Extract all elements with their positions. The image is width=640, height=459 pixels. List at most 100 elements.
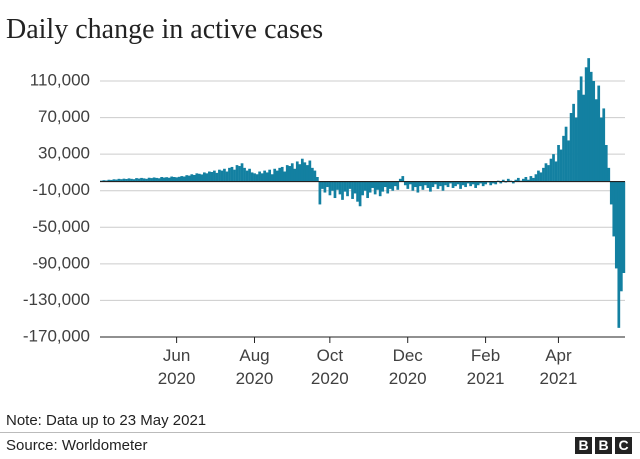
bar: [366, 181, 369, 199]
bar: [197, 173, 201, 182]
bar: [300, 158, 304, 182]
bar: [132, 179, 136, 182]
bar: [574, 117, 578, 182]
bar: [491, 181, 495, 184]
bar: [466, 181, 470, 184]
bar: [150, 178, 153, 182]
bar: [258, 171, 261, 182]
bar: [336, 181, 339, 190]
x-tick-label: Oct 2020: [310, 346, 349, 388]
bar: [115, 179, 118, 182]
bar: [361, 181, 364, 196]
bar: [162, 177, 166, 182]
bar: [567, 140, 570, 182]
bar: [604, 145, 608, 182]
bar: [484, 181, 488, 185]
bar: [155, 177, 158, 182]
bar: [140, 177, 143, 182]
bar: [290, 163, 294, 182]
bar: [559, 149, 563, 182]
logo: B B C: [575, 437, 632, 454]
x-tick-label: Feb 2021: [466, 346, 505, 388]
bar: [182, 176, 186, 182]
bar: [441, 181, 445, 191]
bar: [127, 178, 131, 182]
bar: [529, 176, 533, 182]
bar: [454, 181, 457, 187]
bar: [413, 181, 417, 188]
x-tick-label: Dec 2020: [388, 346, 427, 388]
bar: [285, 165, 289, 182]
bar: [471, 181, 475, 185]
y-tick-label: -130,000: [23, 290, 90, 309]
bar: [313, 170, 317, 182]
bar: [501, 179, 505, 182]
bar: [549, 158, 553, 182]
bar: [426, 181, 430, 188]
bar: [280, 166, 284, 182]
bar: [117, 178, 121, 182]
y-tick-label: -10,000: [32, 180, 90, 199]
bar: [584, 67, 588, 182]
bar: [288, 166, 292, 182]
bar: [599, 117, 603, 182]
bar: [333, 181, 337, 199]
bar: [283, 171, 287, 182]
bar: [602, 108, 606, 182]
bar: [130, 178, 133, 182]
bar: [383, 181, 387, 188]
bar: [311, 167, 314, 182]
bar: [363, 181, 367, 191]
bar: [238, 166, 241, 182]
bar: [378, 181, 382, 197]
bar: [456, 181, 460, 185]
bar: [187, 175, 191, 182]
bar: [112, 179, 116, 182]
bar: [614, 181, 618, 269]
bar: [572, 103, 575, 182]
bar: [240, 163, 244, 182]
bar: [373, 181, 377, 195]
bar: [424, 181, 427, 186]
bar: [268, 169, 272, 182]
bar: [195, 173, 199, 182]
bar: [612, 181, 616, 237]
bar: [479, 181, 483, 184]
bar: [145, 178, 148, 182]
bar: [547, 165, 550, 182]
bar: [273, 168, 277, 182]
bar: [348, 181, 352, 189]
bar: [499, 181, 503, 184]
x-tick-label: Apr 2021: [539, 346, 578, 388]
bar: [190, 174, 194, 182]
bar: [358, 181, 362, 207]
bar: [391, 181, 395, 191]
y-tick-label: -90,000: [32, 253, 90, 272]
bar: [597, 85, 601, 182]
bar: [253, 173, 256, 182]
bar: [582, 94, 586, 182]
bar: [393, 181, 397, 187]
bar: [351, 181, 354, 199]
bar: [353, 181, 357, 194]
bar: [110, 179, 113, 182]
bar: [170, 176, 174, 182]
x-tick-label: Aug 2020: [235, 346, 274, 388]
bar: [102, 180, 106, 182]
bar: [228, 167, 231, 182]
bar: [494, 181, 498, 185]
logo-letter: B: [595, 437, 612, 454]
bar: [401, 176, 405, 182]
bar: [218, 169, 221, 182]
bar: [476, 181, 480, 186]
bar: [303, 162, 307, 182]
bar: [245, 170, 249, 182]
bar: [202, 172, 206, 182]
bar: [215, 172, 219, 182]
note: Note: Data up to 23 May 2021: [6, 412, 207, 429]
logo-letter: C: [615, 437, 632, 454]
x-tick-label: Jun 2020: [157, 346, 196, 388]
bar: [554, 161, 558, 182]
bar: [142, 178, 146, 182]
